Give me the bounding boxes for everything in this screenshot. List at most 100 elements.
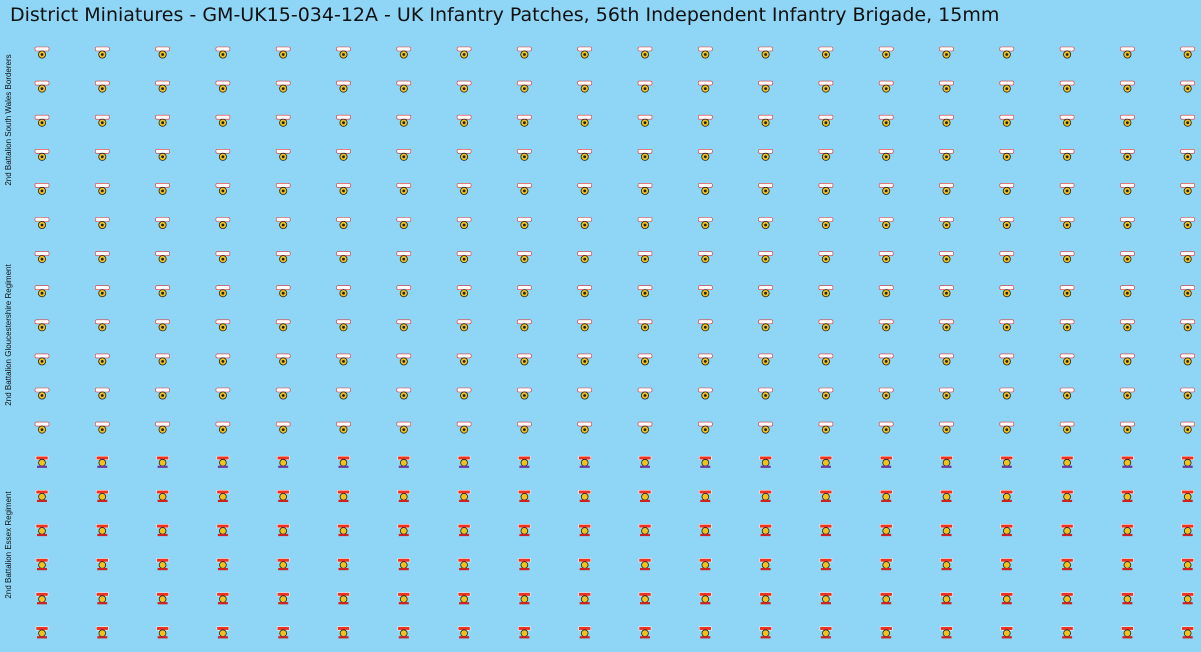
decal: [95, 319, 110, 332]
decal: [95, 285, 110, 298]
decal-scroll: [999, 183, 1015, 188]
decal: [215, 251, 231, 264]
decal-center: [884, 257, 888, 261]
decal-center: [764, 87, 767, 90]
decal: [456, 285, 472, 298]
decal-center: [884, 360, 888, 363]
decal: [275, 46, 291, 59]
decal: [939, 421, 954, 434]
decal-base: [278, 465, 289, 468]
decal-base: [760, 465, 771, 468]
decal-center: [1126, 53, 1129, 56]
decal: [940, 626, 953, 639]
decal-scroll: [818, 353, 834, 359]
decal-scroll: [95, 421, 110, 427]
decal: [699, 524, 712, 537]
decal-badge: [520, 629, 529, 637]
decal: [216, 626, 230, 639]
decal: [577, 183, 593, 195]
decal: [215, 183, 231, 195]
decal-base: [579, 636, 590, 639]
decal-scroll: [999, 46, 1015, 52]
decal-scroll: [34, 387, 50, 393]
decal-center: [281, 325, 285, 329]
decal-badge: [882, 561, 890, 569]
decal-center: [945, 189, 948, 193]
decal: [1181, 626, 1194, 639]
decal-scroll: [155, 217, 170, 222]
decal-base: [1182, 533, 1193, 537]
decal-scroll: [517, 387, 532, 393]
decal: [276, 455, 290, 468]
decal: [34, 285, 50, 298]
decal-base: [217, 499, 228, 502]
decal: [818, 285, 834, 298]
decal: [337, 558, 350, 571]
decal-center: [462, 428, 466, 431]
decal-scroll: [215, 80, 231, 86]
decal-base: [217, 602, 228, 605]
decal-scroll: [878, 114, 894, 120]
decal: [999, 319, 1015, 332]
decal: [577, 387, 593, 400]
decal: [275, 149, 291, 161]
decal: [638, 592, 652, 605]
decal: [1181, 558, 1194, 571]
decal-badge: [339, 458, 348, 467]
decal: [818, 353, 834, 366]
decal: [336, 421, 351, 434]
decal-center: [161, 291, 165, 295]
decal: [940, 558, 953, 571]
decal-center: [1065, 394, 1069, 397]
decal: [34, 421, 50, 434]
decal-scroll: [396, 114, 412, 120]
decal-base: [579, 499, 590, 502]
decal-scroll: [456, 285, 472, 291]
decal-center: [342, 53, 345, 56]
decal-base: [1062, 568, 1073, 571]
decal-scroll: [697, 46, 713, 52]
decal: [999, 46, 1015, 59]
decal: [155, 387, 170, 400]
decal-center: [523, 189, 526, 193]
decal-scroll: [517, 183, 532, 188]
decal-scroll: [336, 353, 351, 359]
decal: [518, 558, 531, 571]
decal: [95, 387, 110, 400]
decal-badge: [158, 629, 167, 637]
decal-scroll: [637, 114, 653, 120]
decal-badge: [98, 629, 107, 637]
decal-center: [945, 121, 948, 125]
decal-badge: [701, 492, 710, 501]
decal-scroll: [396, 149, 412, 154]
decal-center: [462, 360, 466, 363]
decal-scroll: [697, 353, 713, 359]
decal-base: [1062, 533, 1073, 537]
decal-center: [643, 223, 647, 227]
decal: [637, 114, 653, 127]
decal-base: [640, 636, 650, 639]
decal-scroll: [215, 251, 231, 256]
decal-scroll: [215, 46, 231, 52]
decal-scroll: [818, 217, 834, 222]
decal-center: [523, 257, 526, 261]
decal: [397, 558, 411, 571]
decal-badge: [822, 595, 830, 603]
decal-center: [523, 155, 526, 159]
decal-badge: [822, 458, 830, 467]
decal-badge: [641, 629, 649, 637]
decal: [999, 421, 1015, 434]
decal-base: [97, 636, 108, 639]
decal-center: [884, 291, 888, 295]
decal-scroll: [577, 114, 593, 120]
decal-base: [760, 499, 771, 502]
decal-base: [97, 465, 108, 468]
decal-badge: [399, 458, 408, 467]
decal: [456, 46, 472, 59]
decal: [275, 319, 291, 332]
decal-center: [643, 428, 647, 431]
decal: [396, 114, 412, 127]
decal-scroll: [697, 421, 713, 427]
decal: [1120, 387, 1135, 400]
